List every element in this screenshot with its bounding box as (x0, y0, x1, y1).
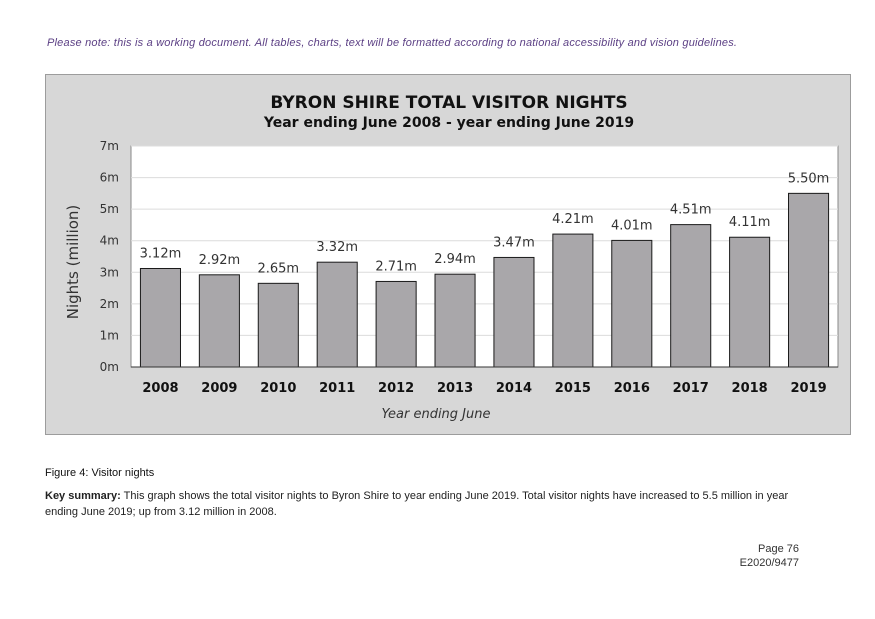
y-tick-label: 1m (100, 328, 119, 342)
key-summary-label: Key summary: (45, 490, 121, 502)
x-tick-label: 2016 (614, 381, 650, 396)
data-label: 3.32m (316, 240, 358, 255)
y-tick-label: 3m (100, 265, 119, 279)
data-label: 2.71m (375, 259, 417, 274)
x-tick-label: 2017 (673, 381, 709, 396)
working-document-note: Please note: this is a working document.… (47, 37, 738, 49)
bar (434, 273, 476, 368)
data-label: 4.21m (552, 212, 594, 227)
bar (375, 280, 417, 368)
bar (611, 239, 653, 368)
x-tick-label: 2011 (319, 381, 355, 396)
data-label: 2.94m (434, 252, 476, 267)
plot-background (130, 145, 839, 368)
x-tick-label: 2015 (555, 381, 591, 396)
bar (788, 192, 830, 368)
y-tick-label: 4m (100, 234, 119, 248)
y-tick-label: 0m (100, 360, 119, 374)
y-tick-label: 7m (100, 139, 119, 153)
data-label: 2.92m (199, 253, 241, 268)
x-tick-label: 2008 (142, 381, 178, 396)
data-label: 5.50m (788, 171, 830, 186)
data-label: 4.51m (670, 203, 712, 218)
data-label: 3.47m (493, 235, 535, 250)
x-tick-label: 2010 (260, 381, 296, 396)
x-tick-label: 2014 (496, 381, 532, 396)
bar (493, 256, 535, 368)
key-summary: Key summary: This graph shows the total … (45, 488, 805, 520)
x-tick-label: 2013 (437, 381, 473, 396)
x-tick-label: 2018 (732, 381, 768, 396)
bar (670, 224, 712, 368)
key-summary-text: This graph shows the total visitor night… (45, 490, 789, 518)
data-label: 3.12m (140, 246, 182, 261)
x-tick-label: 2019 (790, 381, 826, 396)
data-label: 4.01m (611, 218, 653, 233)
bar (552, 233, 594, 368)
bar (198, 274, 240, 368)
page-number: Page 76 (758, 543, 799, 555)
x-tick-label: 2009 (201, 381, 237, 396)
chart-subtitle: Year ending June 2008 - year ending June… (263, 115, 634, 131)
data-label: 2.65m (257, 261, 299, 276)
y-tick-label: 6m (100, 171, 119, 185)
y-tick-label: 5m (100, 202, 119, 216)
document-reference: E2020/9477 (739, 557, 799, 569)
data-label: 4.11m (729, 215, 771, 230)
bar (729, 236, 771, 368)
plot-area: 0m 1m 2m 3m 4m 5m 6m 7m 3.12m 2008 2.92m 2009 2.65m 2… (100, 139, 839, 396)
chart-title: BYRON SHIRE TOTAL VISITOR NIGHTS (270, 93, 627, 113)
x-axis-title: Year ending June (382, 407, 491, 422)
visitor-nights-chart: BYRON SHIRE TOTAL VISITOR NIGHTS Year en… (45, 74, 851, 435)
x-tick-label: 2012 (378, 381, 414, 396)
bar (139, 267, 181, 368)
y-tick-label: 2m (100, 297, 119, 311)
bar (316, 261, 358, 368)
figure-caption: Figure 4: Visitor nights (45, 467, 155, 479)
bar (257, 282, 299, 368)
y-axis-title: Nights (million) (64, 205, 82, 320)
chart-svg: BYRON SHIRE TOTAL VISITOR NIGHTS Year en… (64, 93, 839, 422)
